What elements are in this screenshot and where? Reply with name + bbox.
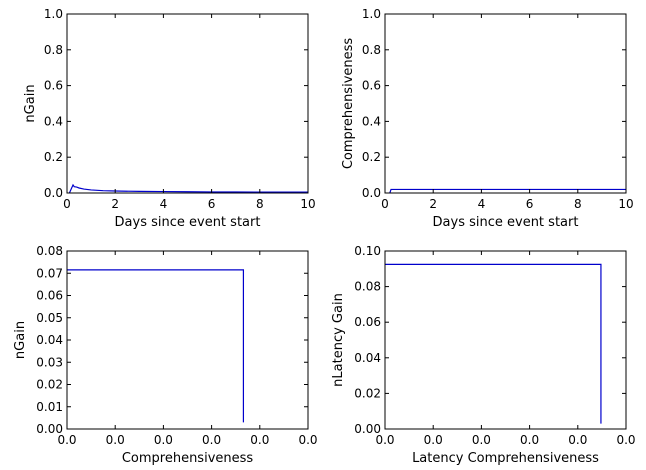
y-tick-label: 0.07 <box>36 266 63 280</box>
series-line <box>67 269 245 423</box>
x-tick-label: 0.0 <box>616 433 635 447</box>
y-tick-label: 0.02 <box>36 378 63 392</box>
y-tick-label: 1.0 <box>44 7 63 21</box>
y-tick-label: 0.04 <box>36 333 63 347</box>
y-tick-label: 0.08 <box>354 280 381 294</box>
y-axis-label: Comprehensiveness <box>341 38 356 170</box>
x-tick-label: 0.0 <box>154 433 173 447</box>
x-tick-label: 0.0 <box>520 433 539 447</box>
x-axis-label: Days since event start <box>115 215 261 230</box>
x-tick-label: 0 <box>63 197 71 211</box>
plot-frame <box>384 250 627 430</box>
x-tick-label: 0 <box>381 197 389 211</box>
x-tick-label: 2 <box>429 197 437 211</box>
y-tick-label: 0.6 <box>362 79 381 93</box>
y-tick-label: 0.00 <box>354 422 381 436</box>
x-tick-label: 0.0 <box>568 433 587 447</box>
x-tick-label: 0.0 <box>57 433 76 447</box>
y-tick-label: 0.0 <box>44 186 63 200</box>
x-axis-label: Days since event start <box>433 215 579 230</box>
y-tick-label: 0.06 <box>36 289 63 303</box>
y-tick-label: 0.8 <box>44 43 63 57</box>
y-tick-label: 0.04 <box>354 351 381 365</box>
series-line <box>389 188 626 194</box>
y-tick-label: 0.2 <box>362 150 381 164</box>
plot-frame <box>66 250 309 430</box>
plot-frame <box>384 13 627 194</box>
y-tick-label: 0.4 <box>362 114 381 128</box>
y-tick-label: 0.01 <box>36 400 63 414</box>
plot-frame <box>66 13 309 194</box>
y-tick-label: 0.03 <box>36 355 63 369</box>
y-tick-label: 0.05 <box>36 311 63 325</box>
x-axis-label: Latency Comprehensiveness <box>412 451 599 466</box>
y-tick-label: 0.4 <box>44 114 63 128</box>
x-tick-label: 0.0 <box>472 433 491 447</box>
x-tick-label: 8 <box>574 197 582 211</box>
y-tick-label: 0.0 <box>362 186 381 200</box>
x-tick-label: 0.0 <box>298 433 317 447</box>
x-tick-label: 10 <box>300 197 315 211</box>
series-line <box>68 183 308 194</box>
y-tick-label: 0.2 <box>44 150 63 164</box>
series-line <box>385 263 602 424</box>
y-tick-label: 0.6 <box>44 79 63 93</box>
y-axis-label: nGain <box>23 84 38 122</box>
x-tick-label: 0.0 <box>250 433 269 447</box>
y-tick-label: 0.02 <box>354 386 381 400</box>
x-tick-label: 10 <box>618 197 633 211</box>
y-axis-label: nGain <box>13 321 28 359</box>
x-tick-label: 0.0 <box>202 433 221 447</box>
x-tick-label: 6 <box>208 197 216 211</box>
x-tick-label: 4 <box>478 197 486 211</box>
y-axis-label: nLatency Gain <box>331 293 346 387</box>
y-tick-label: 0.00 <box>36 422 63 436</box>
chart-panel-1: 0 2 4 6 8 10 0.0 0.2 0.4 0.6 0.8 1.0 Days since even… <box>23 7 316 230</box>
chart-panel-3: 0.0 0.0 0.0 0.0 0.0 0.00.000.010.020.030.040.… <box>13 244 318 466</box>
y-tick-label: 0.08 <box>36 244 63 258</box>
y-tick-label: 0.8 <box>362 43 381 57</box>
y-tick-label: 0.10 <box>354 244 381 258</box>
chart-panel-4: 0.0 0.0 0.0 0.0 0.0 0.00.000.020.040.060.080.… <box>331 244 636 466</box>
x-tick-label: 0.0 <box>424 433 443 447</box>
x-tick-label: 0.0 <box>375 433 394 447</box>
x-axis-label: Comprehensiveness <box>122 451 254 466</box>
y-tick-label: 1.0 <box>362 7 381 21</box>
x-tick-label: 0.0 <box>106 433 125 447</box>
y-tick-label: 0.06 <box>354 315 381 329</box>
x-tick-label: 4 <box>160 197 168 211</box>
chart-panel-2: 0 2 4 6 8 10 0.0 0.2 0.4 0.6 0.8 1.0 Days since even… <box>341 7 634 230</box>
x-tick-label: 8 <box>256 197 264 211</box>
x-tick-label: 2 <box>111 197 119 211</box>
x-tick-label: 6 <box>526 197 534 211</box>
